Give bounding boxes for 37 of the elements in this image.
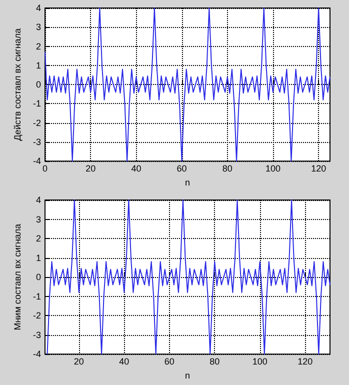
y-axis-title: Мним составл вх сигнала (12, 224, 23, 330)
y-tick-label: -1 (32, 98, 41, 109)
x-tick-label: 0 (42, 164, 48, 174)
x-tick-label: 100 (252, 356, 268, 367)
x-tick-label: 80 (222, 164, 232, 174)
x-tick-label: 100 (265, 164, 281, 174)
y-tick-label: -4 (32, 156, 41, 166)
y-axis-title: Действ составл вх сигнала (12, 28, 23, 141)
x-tick-label: 120 (298, 356, 313, 367)
x-tick-label: 80 (210, 356, 220, 367)
x-tick-label: 60 (176, 164, 187, 174)
y-tick-label: 0 (36, 272, 41, 282)
x-tick-label: 40 (131, 164, 142, 174)
x-axis-title: n (184, 370, 190, 380)
x-tick-label: 60 (164, 356, 174, 367)
line-series (44, 8, 330, 162)
y-tick-label: 3 (36, 214, 41, 224)
y-tick-label: 3 (36, 22, 41, 32)
y-tick-label: -1 (32, 291, 41, 302)
x-tick-label: 40 (119, 356, 130, 367)
x-tick-label: 20 (86, 164, 96, 174)
y-tick-label: -2 (32, 118, 41, 128)
y-tick-label: 1 (36, 60, 41, 70)
line-series (46, 200, 330, 355)
y-tick-label: -2 (32, 310, 41, 321)
x-axis-title: n (184, 178, 190, 188)
x-tick-label: 20 (74, 356, 84, 367)
y-tick-label: 1 (36, 252, 41, 263)
y-tick-label: -4 (32, 349, 41, 360)
y-tick-label: -3 (32, 330, 41, 340)
y-tick-label: 4 (36, 3, 41, 13)
y-tick-label: -3 (32, 136, 41, 147)
y-tick-label: 2 (36, 41, 41, 52)
y-tick-label: 0 (36, 80, 41, 90)
y-tick-label: 2 (36, 234, 41, 244)
y-tick-label: 4 (36, 195, 41, 205)
x-tick-label: 120 (311, 164, 326, 174)
